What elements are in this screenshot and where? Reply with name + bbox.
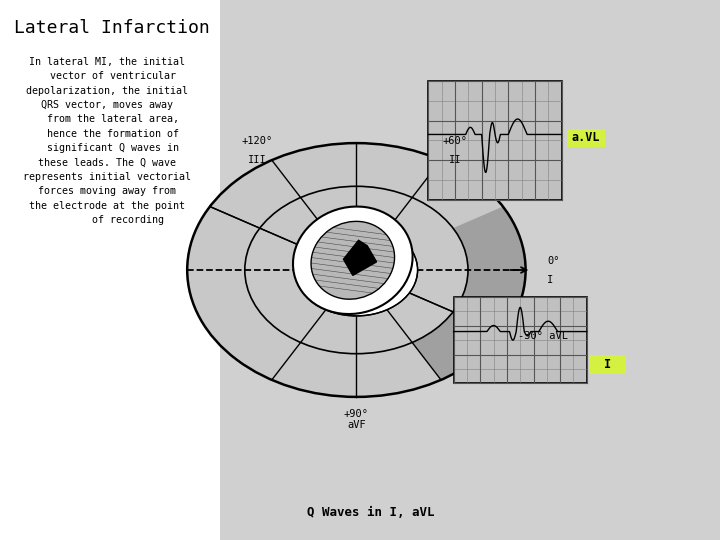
Text: III: III (248, 155, 267, 165)
Text: +60°: +60° (443, 137, 468, 146)
Text: Q Waves in I, aVL: Q Waves in I, aVL (307, 507, 435, 519)
Text: +120°: +120° (242, 137, 273, 146)
Ellipse shape (293, 206, 413, 314)
Text: In lateral MI, the initial
  vector of ventricular
depolarization, the initial
Q: In lateral MI, the initial vector of ven… (22, 57, 191, 225)
FancyBboxPatch shape (428, 81, 562, 200)
Text: +90°: +90° (344, 409, 369, 419)
FancyBboxPatch shape (0, 0, 220, 540)
Text: aVF: aVF (347, 420, 366, 430)
Text: -30° aVL: -30° aVL (518, 330, 568, 341)
Text: 0°: 0° (547, 256, 559, 266)
FancyBboxPatch shape (589, 355, 626, 374)
FancyBboxPatch shape (567, 129, 605, 147)
Text: a.VL: a.VL (572, 131, 600, 144)
Ellipse shape (311, 221, 395, 299)
Polygon shape (412, 206, 526, 380)
Text: Lateral Infarction: Lateral Infarction (14, 19, 210, 37)
Text: I: I (604, 358, 611, 371)
Polygon shape (343, 240, 377, 275)
Text: I: I (547, 275, 554, 285)
Circle shape (295, 224, 418, 316)
FancyBboxPatch shape (454, 297, 587, 383)
Text: II: II (449, 155, 462, 165)
Circle shape (187, 143, 526, 397)
FancyBboxPatch shape (220, 0, 720, 540)
